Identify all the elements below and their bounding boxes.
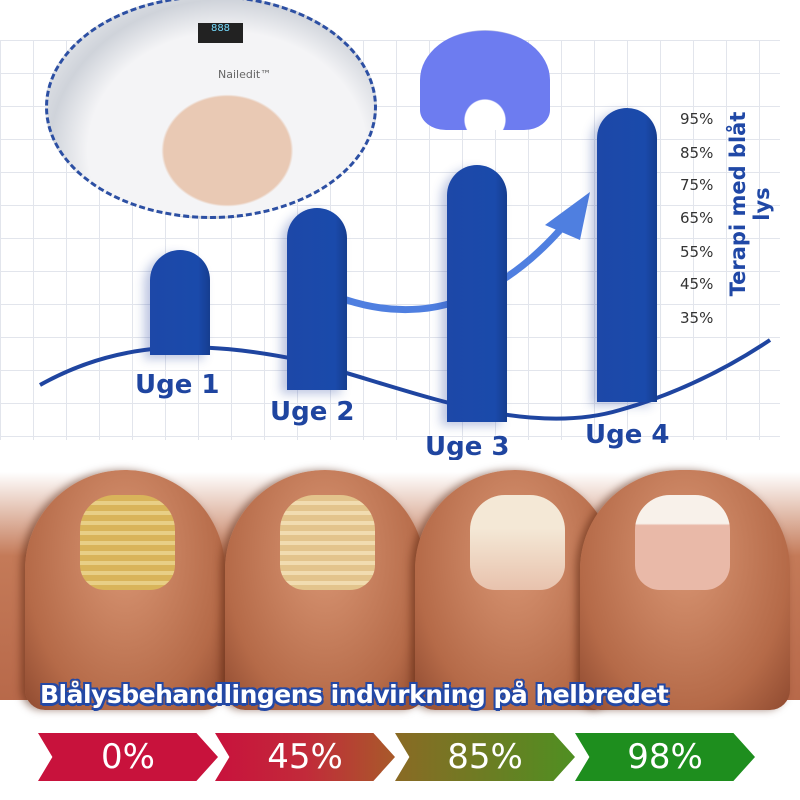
bar-week-4	[597, 108, 657, 402]
progress-step-4: 98%	[575, 733, 755, 781]
y-tick: 35%	[680, 309, 714, 327]
y-axis-title: Terapi med blåt lys	[726, 111, 774, 297]
week-label-2: Uge 2	[270, 397, 355, 427]
progress-step-1: 0%	[38, 733, 218, 781]
bar-week-3	[447, 165, 507, 422]
headline: Blålysbehandlingens indvirkning på helbr…	[40, 680, 669, 709]
y-tick: 65%	[680, 209, 714, 227]
arrow-head-icon	[545, 192, 590, 240]
uv-lamp-photo: 888 Nailedit™	[45, 0, 377, 219]
bar-week-1	[150, 250, 210, 355]
y-tick: 85%	[680, 144, 714, 162]
progress-arrow-icon	[308, 227, 563, 313]
progress-step-3: 85%	[395, 733, 575, 781]
week-label-3: Uge 3	[425, 432, 510, 462]
y-tick: 75%	[680, 176, 714, 194]
toe-2	[225, 470, 425, 710]
y-tick: 95%	[680, 110, 714, 128]
toe-1	[25, 470, 225, 710]
progress-step-2: 45%	[215, 733, 395, 781]
week-label-1: Uge 1	[135, 370, 220, 400]
lamp-brand: Nailedit™	[218, 68, 272, 81]
lamp-led-icon	[420, 30, 550, 130]
toe-4	[580, 470, 790, 710]
chart-wave	[39, 192, 772, 421]
y-tick: 55%	[680, 243, 714, 261]
bar-week-2	[287, 208, 347, 390]
week-label-4: Uge 4	[585, 420, 670, 450]
y-tick: 45%	[680, 275, 714, 293]
lamp-display: 888	[198, 23, 243, 43]
